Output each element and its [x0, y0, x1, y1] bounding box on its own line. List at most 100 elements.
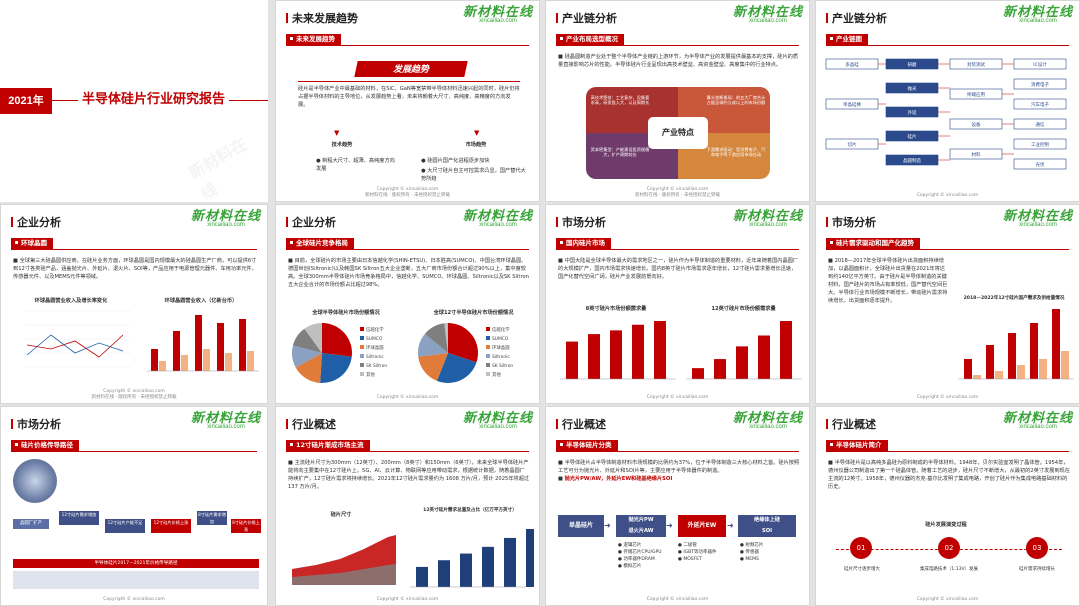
bar — [482, 546, 494, 587]
legend-swatch — [486, 336, 490, 340]
slide-market-supply: 市场分析 新材料在线 xincailiao.com 硅片需求驱动和国产化趋势 ■ … — [815, 204, 1080, 404]
bar — [239, 319, 246, 371]
brand-logo: 新材料在线 xincailiao.com — [462, 4, 533, 24]
chain-node-label: IC设计 — [1033, 61, 1047, 68]
section-rule — [11, 451, 257, 452]
copyright: Copyright © xincailiao.com 新材料在线 · 版权所有 ·… — [91, 389, 177, 400]
chain-node-label: 单晶硅棒 — [843, 101, 861, 108]
price-step: 12寸硅片需求增加 — [59, 511, 99, 525]
bar — [995, 371, 1003, 379]
company-line-chart — [25, 310, 131, 368]
share-pie-1: 信越化学 SUMCO 环球晶圆 Siltronic SK Siltron 其他 — [292, 323, 387, 383]
compete-body: ■ 目前，全球硅片的市场主要由日本信越化学(SHIN-ETSU)、日本胜高(SU… — [288, 258, 529, 289]
section-label: 12寸硅片渐成市场主流 — [286, 440, 370, 451]
bar — [1030, 323, 1038, 379]
bar — [964, 359, 972, 379]
copyright: Copyright © xincailiao.com — [916, 192, 979, 198]
pie-slice — [436, 353, 477, 383]
bar — [173, 331, 180, 371]
wafer-image — [13, 459, 57, 503]
price-path-footer: 半导体硅片2017—2021年价格传导路径 — [13, 559, 259, 568]
slide-title: 产业链分析 — [556, 10, 617, 26]
chain-node-label: 多晶硅 — [845, 61, 859, 68]
cover-slide: 2021年 半导体硅片行业研究报告 新材料在线 — [0, 0, 268, 202]
trend-banner: 发展趋势 — [354, 61, 468, 77]
brand-logo: 新材料在线 xincailiao.com — [732, 208, 803, 228]
size-area-chart — [292, 535, 396, 585]
slide-chain-diagram: 产业链分析 新材料在线 xincailiao.com 产业链图 多晶硅 单晶硅棒 切片… — [815, 0, 1080, 202]
chain-node-label: 研磨 — [908, 61, 917, 68]
chain-node — [1013, 98, 1067, 110]
slide-competition: 企业分析 新材料在线 xincailiao.com 全球硅片竞争格局 ■ 目前，全… — [275, 204, 540, 404]
slide-future-trend: 未来发展趋势 新材料在线 xincailiao.com 未来发展趋势 发展趋势 硅… — [275, 0, 540, 202]
tech-trend-item: ● 制程大尺寸、超薄、高纯度方向发展 — [316, 158, 395, 173]
slide-overview-intro: 行业概述 新材料在线 xincailiao.com 半导体硅片简介 ■ 半导体硅片… — [815, 406, 1080, 606]
bar — [1052, 309, 1060, 379]
flow-step: 抛光片PW 退火片AW — [616, 515, 666, 537]
copyright: Copyright © xincailiao.com — [916, 596, 979, 602]
copyright: Copyright © xincailiao.com 新材料在线 · 版权所有 ·… — [634, 187, 721, 198]
chain-node-label: 消费电子 — [1031, 81, 1049, 88]
legend-label: 其他 — [366, 371, 375, 378]
legend-swatch — [360, 327, 364, 331]
legend-swatch — [360, 345, 364, 349]
brand-logo: 新材料在线 xincailiao.com — [190, 410, 261, 430]
arrow-right-icon: ➜ — [727, 521, 734, 530]
flow-step: 外延片EW — [678, 515, 726, 537]
bar — [780, 321, 792, 379]
chain-node-label: 材料 — [972, 151, 981, 158]
chart-title: 2018—2022年12寸硅片国产需求及供给量情况 — [963, 296, 1065, 301]
pie-slice — [448, 323, 478, 363]
feature-text: 下游需求驱动：受消费电子、汽车电子等下游应用市场拉动 — [706, 147, 766, 158]
demand-8in-chart — [560, 321, 676, 380]
chart-title: 12英寸硅片市场份额需求量 — [711, 306, 776, 312]
demand-12in-chart — [686, 321, 802, 380]
arrow-right-icon: ➜ — [666, 521, 673, 530]
legend-label: SUMCO — [366, 336, 383, 342]
section-rule — [556, 249, 799, 250]
legend-label: SK Siltron — [492, 363, 513, 369]
slide-market-domestic: 市场分析 新材料在线 xincailiao.com 国内硅片市场 ■ 中国大陆是全… — [545, 204, 810, 404]
chart-title: 全球半导体硅片市场份额情况 — [312, 310, 380, 316]
chain-node-label: 工业控制 — [1031, 141, 1049, 148]
bar — [610, 330, 622, 379]
pie-slice — [444, 323, 448, 353]
slide-company: 企业分析 新材料在线 xincailiao.com 环球晶圆 ■ 全球第三大硅晶圆… — [0, 204, 268, 404]
chain-node-label: 抛光 — [908, 85, 917, 92]
legend-swatch — [486, 327, 490, 331]
bar — [159, 361, 166, 371]
bar — [1039, 359, 1047, 379]
section-label: 硅片需求驱动和国产化趋势 — [826, 238, 920, 249]
timeline-label: 集成电路技术（1.13V）发展 — [919, 567, 979, 572]
pie-slice — [322, 323, 352, 357]
section-rule — [826, 451, 1069, 452]
bar — [973, 375, 981, 379]
slide-title: 未来发展趋势 — [286, 10, 358, 26]
slide-overview-types: 行业概述 新材料在线 xincailiao.com 半导体硅片分类 ■ 半导体硅片… — [545, 406, 810, 606]
brand-logo: 新材料在线 xincailiao.com — [462, 410, 533, 430]
chain-node — [1013, 58, 1067, 70]
brand-logo: 新材料在线 xincailiao.com — [732, 4, 803, 24]
slide-title: 市场分析 — [11, 416, 61, 432]
feature-text: 资本密集型：产能建设投资规模大，扩产周期较长 — [590, 147, 650, 158]
price-step: 晶圆厂扩产 — [13, 519, 49, 529]
slide-title: 行业概述 — [556, 416, 606, 432]
pie-slice — [295, 353, 322, 383]
legend-swatch — [486, 354, 490, 358]
feature-text: 寡头垄断格局：前五大厂商合计占据全球约九成以上的市场份额 — [706, 95, 766, 106]
market2-body: ■ 2018—2017年全球半导体硅片出货面积持续增加，以晶圆面积计，全球硅片出… — [828, 258, 948, 305]
bar — [588, 334, 600, 379]
slide-overview-12in: 行业概述 新材料在线 xincailiao.com 12寸硅片渐成市场主流 ■ 主… — [275, 406, 540, 606]
copyright: Copyright © xincailiao.com 新材料在线 · 版权所有 ·… — [364, 187, 451, 198]
features-quad: 高技术壁垒：工艺复杂，设备要求高，研发投入大，认证周期长 寡头垄断格局：前五大厂… — [586, 87, 770, 179]
bar — [714, 359, 726, 379]
brand-logo: 新材料在线 xincailiao.com — [190, 208, 261, 228]
demand-bar-chart — [410, 529, 534, 588]
bar — [692, 368, 704, 379]
arrow-right-icon: ➜ — [604, 521, 611, 530]
section-label: 半导体硅片分类 — [556, 440, 618, 451]
legend-swatch — [360, 354, 364, 358]
market-trend-title: 市场趋势 — [465, 142, 487, 148]
chain-node-label: 外延 — [908, 109, 917, 116]
